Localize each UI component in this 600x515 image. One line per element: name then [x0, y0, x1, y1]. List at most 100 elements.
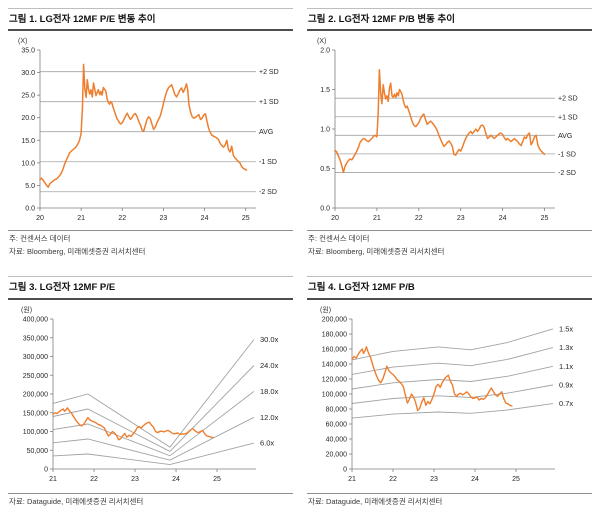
svg-text:0.5: 0.5	[320, 166, 330, 173]
svg-text:AVG: AVG	[558, 133, 572, 140]
svg-text:(원): (원)	[21, 305, 32, 314]
svg-text:30.0x: 30.0x	[260, 335, 279, 344]
svg-text:0: 0	[343, 466, 347, 473]
svg-text:-1 SD: -1 SD	[259, 160, 277, 167]
svg-text:200,000: 200,000	[322, 316, 347, 323]
svg-text:21: 21	[49, 476, 57, 483]
svg-text:24: 24	[172, 476, 180, 483]
figure-pb-bands: 그림 4. LG전자 12MF P/B 1.5x 1.3x 1.1x 0.9x 0.7x…	[307, 276, 592, 509]
svg-text:22: 22	[118, 215, 126, 222]
svg-text:30.0: 30.0	[21, 70, 35, 77]
svg-text:1.3x: 1.3x	[559, 343, 573, 352]
svg-text:80,000: 80,000	[326, 406, 348, 413]
svg-text:0.0: 0.0	[25, 206, 35, 213]
svg-text:2.0: 2.0	[320, 48, 330, 55]
svg-text:0.7x: 0.7x	[559, 399, 573, 408]
svg-text:24.0x: 24.0x	[260, 361, 279, 370]
svg-text:20,000: 20,000	[326, 451, 348, 458]
svg-text:21: 21	[373, 215, 381, 222]
pb-trend-chart: +2 SD +1 SD AVG -1 SD -2 SD 0.0 0.5 1.0 1.5 2.0 20…	[317, 38, 578, 222]
svg-text:25: 25	[242, 215, 250, 222]
svg-text:35.0: 35.0	[21, 48, 35, 55]
svg-text:400,000: 400,000	[23, 316, 48, 323]
svg-text:+1 SD: +1 SD	[558, 115, 578, 122]
source-dataguide: 자료: Dataguide, 미래에셋증권 리서치센터	[9, 496, 144, 506]
svg-text:-1 SD: -1 SD	[558, 152, 576, 159]
svg-text:100,000: 100,000	[322, 391, 347, 398]
figure-1-notes: 주: 컨센서스 데이터 자료: Bloomberg, 미래에셋증권 리서치센터	[8, 230, 293, 258]
svg-text:24: 24	[499, 215, 507, 222]
svg-text:140,000: 140,000	[322, 361, 347, 368]
svg-text:6.0x: 6.0x	[260, 438, 274, 447]
source-bloomberg: 자료: Bloomberg, 미래에셋증권 리서치센터	[9, 247, 146, 257]
svg-text:(X): (X)	[18, 38, 27, 45]
note-consensus: 주: 컨센서스 데이터	[9, 234, 71, 244]
figure-2-title: 그림 2. LG전자 12MF P/B 변동 추이	[307, 8, 592, 32]
svg-text:0.9x: 0.9x	[559, 380, 573, 389]
svg-text:120,000: 120,000	[322, 376, 347, 383]
svg-text:0.0: 0.0	[320, 206, 330, 213]
svg-text:1.0: 1.0	[320, 127, 330, 134]
svg-text:25: 25	[541, 215, 549, 222]
svg-text:1.1x: 1.1x	[559, 361, 573, 370]
figure-grid: 그림 1. LG전자 12MF P/E 변동 추이 +2 SD +1 SD AVG -…	[8, 8, 592, 509]
svg-text:+1 SD: +1 SD	[259, 100, 279, 107]
svg-text:-2 SD: -2 SD	[259, 190, 277, 197]
svg-text:23: 23	[131, 476, 139, 483]
svg-text:40,000: 40,000	[326, 436, 348, 443]
svg-text:180,000: 180,000	[322, 331, 347, 338]
source-bloomberg: 자료: Bloomberg, 미래에셋증권 리서치센터	[308, 247, 445, 257]
note-consensus: 주: 컨센서스 데이터	[308, 234, 370, 244]
svg-text:350,000: 350,000	[23, 335, 48, 342]
svg-text:15.0: 15.0	[21, 138, 35, 145]
svg-text:150,000: 150,000	[23, 410, 48, 417]
svg-text:300,000: 300,000	[23, 354, 48, 361]
svg-text:21: 21	[77, 215, 85, 222]
svg-text:22: 22	[415, 215, 423, 222]
svg-text:25: 25	[213, 476, 221, 483]
svg-text:18.0x: 18.0x	[260, 386, 279, 395]
svg-text:0: 0	[44, 466, 48, 473]
svg-text:5.0: 5.0	[25, 183, 35, 190]
svg-text:+2 SD: +2 SD	[558, 96, 578, 103]
svg-text:1.5x: 1.5x	[559, 324, 573, 333]
svg-text:(원): (원)	[320, 305, 331, 314]
pe-trend-chart: +2 SD +1 SD AVG -1 SD -2 SD 0.0 5.0 10.0 15.0 20.…	[18, 38, 279, 222]
figure-pe-bands: 그림 3. LG전자 12MF P/E 30.0x 24.0x 18.0x 12.0x…	[8, 276, 293, 509]
svg-text:12.0x: 12.0x	[260, 412, 279, 421]
svg-text:21: 21	[348, 476, 356, 483]
figure-pb-trend: 그림 2. LG전자 12MF P/B 변동 추이 +2 SD +1 SD AVG -…	[307, 8, 592, 260]
svg-text:24: 24	[471, 476, 479, 483]
svg-text:23: 23	[430, 476, 438, 483]
svg-text:160,000: 160,000	[322, 346, 347, 353]
svg-text:-2 SD: -2 SD	[558, 170, 576, 177]
svg-text:(X): (X)	[317, 38, 326, 45]
svg-text:60,000: 60,000	[326, 421, 348, 428]
svg-text:25: 25	[512, 476, 520, 483]
figure-3-notes: 자료: Dataguide, 미래에셋증권 리서치센터	[8, 492, 293, 508]
pe-band-chart: 30.0x 24.0x 18.0x 12.0x 6.0x 0 50,000 100,000 15…	[21, 305, 279, 483]
svg-text:200,000: 200,000	[23, 391, 48, 398]
svg-text:1.5: 1.5	[320, 87, 330, 94]
svg-text:24: 24	[201, 215, 209, 222]
svg-text:+2 SD: +2 SD	[259, 70, 279, 77]
pb-band-chart: 1.5x 1.3x 1.1x 0.9x 0.7x 0 20,000 40,000 60,000 8…	[320, 305, 573, 483]
svg-text:100,000: 100,000	[23, 429, 48, 436]
svg-text:250,000: 250,000	[23, 372, 48, 379]
figure-3-title: 그림 3. LG전자 12MF P/E	[8, 276, 293, 300]
figure-4-notes: 자료: Dataguide, 미래에셋증권 리서치센터	[307, 492, 592, 508]
svg-text:10.0: 10.0	[21, 161, 35, 168]
svg-text:50,000: 50,000	[27, 447, 49, 454]
figure-4-title: 그림 4. LG전자 12MF P/B	[307, 276, 592, 300]
figure-1-title: 그림 1. LG전자 12MF P/E 변동 추이	[8, 8, 293, 32]
svg-text:25.0: 25.0	[21, 93, 35, 100]
svg-text:AVG: AVG	[259, 130, 273, 137]
svg-text:23: 23	[457, 215, 465, 222]
svg-text:20: 20	[36, 215, 44, 222]
svg-text:20.0: 20.0	[21, 116, 35, 123]
source-dataguide: 자료: Dataguide, 미래에셋증권 리서치센터	[308, 496, 443, 506]
figure-pe-trend: 그림 1. LG전자 12MF P/E 변동 추이 +2 SD +1 SD AVG -…	[8, 8, 293, 260]
figure-2-notes: 주: 컨센서스 데이터 자료: Bloomberg, 미래에셋증권 리서치센터	[307, 230, 592, 258]
svg-text:23: 23	[160, 215, 168, 222]
